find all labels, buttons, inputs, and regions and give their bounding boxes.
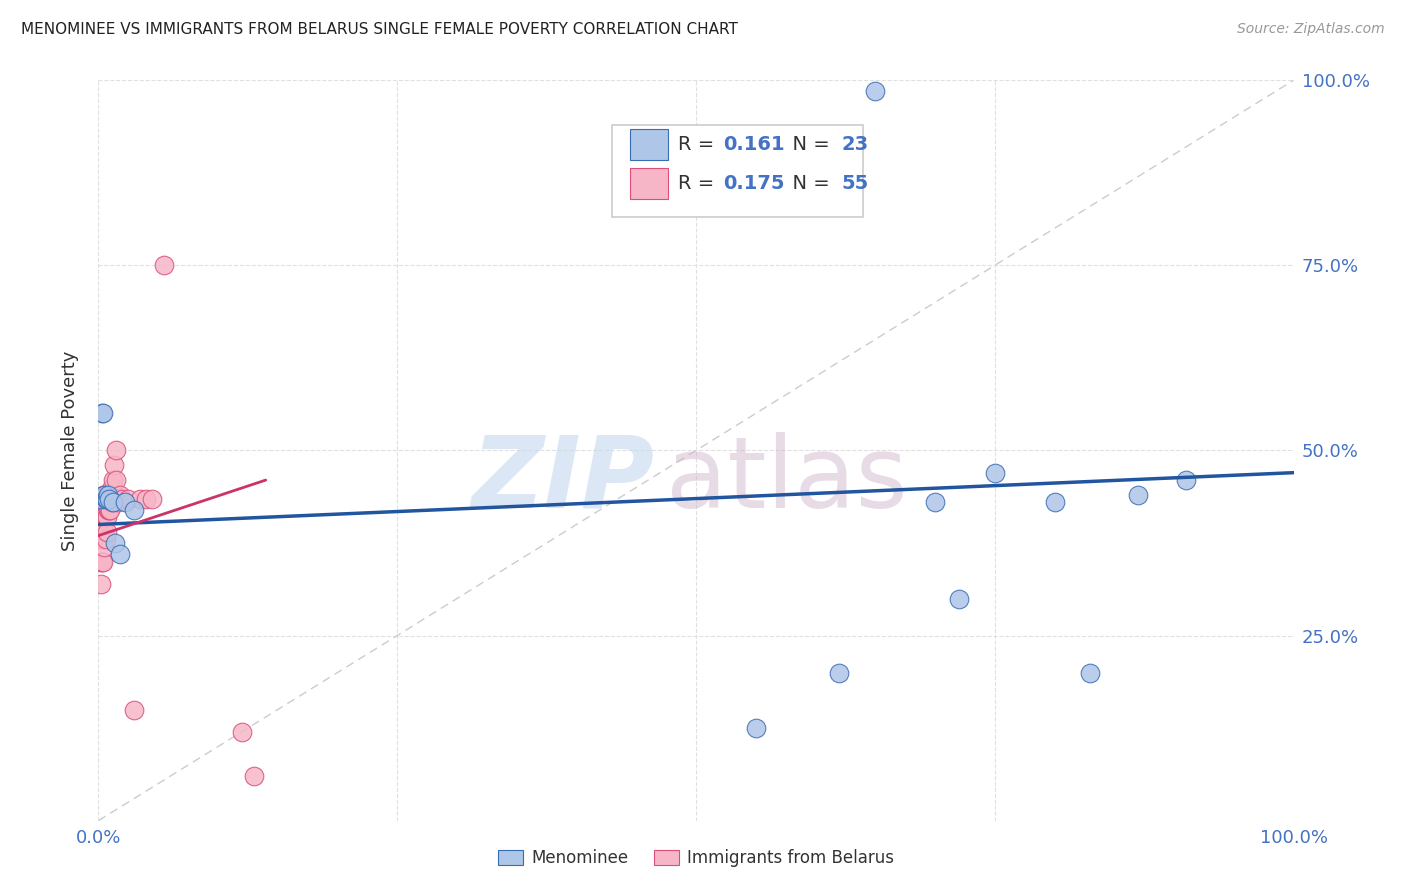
Point bbox=[124, 703, 146, 717]
Point bbox=[91, 555, 114, 569]
Point bbox=[100, 495, 122, 509]
Text: Source: ZipAtlas.com: Source: ZipAtlas.com bbox=[1237, 22, 1385, 37]
Point bbox=[96, 510, 118, 524]
Point bbox=[91, 502, 114, 516]
Point bbox=[91, 407, 114, 421]
Point bbox=[98, 502, 121, 516]
Text: MENOMINEE VS IMMIGRANTS FROM BELARUS SINGLE FEMALE POVERTY CORRELATION CHART: MENOMINEE VS IMMIGRANTS FROM BELARUS SIN… bbox=[21, 22, 738, 37]
FancyBboxPatch shape bbox=[613, 125, 863, 218]
Point bbox=[93, 510, 115, 524]
Point bbox=[90, 517, 112, 532]
Point bbox=[828, 665, 851, 680]
Point bbox=[97, 488, 120, 502]
Text: 23: 23 bbox=[842, 136, 869, 154]
Point bbox=[90, 576, 112, 591]
Point bbox=[93, 495, 115, 509]
Point bbox=[98, 491, 121, 506]
Point bbox=[98, 502, 122, 516]
Point bbox=[108, 547, 131, 561]
Text: R =: R = bbox=[678, 136, 720, 154]
Point bbox=[91, 407, 114, 421]
Point bbox=[924, 495, 946, 509]
Point bbox=[231, 724, 253, 739]
Point bbox=[98, 488, 121, 502]
Point bbox=[89, 517, 111, 532]
Legend: Menominee, Immigrants from Belarus: Menominee, Immigrants from Belarus bbox=[489, 840, 903, 875]
Point bbox=[91, 555, 114, 569]
Point bbox=[96, 488, 118, 502]
Point bbox=[153, 259, 176, 273]
Point bbox=[984, 466, 1007, 480]
Point bbox=[90, 533, 112, 547]
Point bbox=[129, 491, 152, 506]
Point bbox=[948, 591, 970, 606]
Point bbox=[89, 502, 111, 516]
Point bbox=[1080, 665, 1102, 680]
Point bbox=[97, 502, 120, 516]
Point bbox=[91, 517, 114, 532]
Text: N =: N = bbox=[780, 175, 835, 194]
Point bbox=[100, 480, 122, 494]
Point bbox=[94, 510, 117, 524]
Point bbox=[93, 488, 115, 502]
Point bbox=[89, 491, 111, 506]
Y-axis label: Single Female Poverty: Single Female Poverty bbox=[60, 351, 79, 550]
Point bbox=[91, 533, 114, 547]
Point bbox=[94, 491, 117, 506]
Point bbox=[745, 721, 768, 735]
Point bbox=[1043, 495, 1066, 509]
Point bbox=[141, 491, 163, 506]
Point bbox=[96, 524, 118, 539]
Point bbox=[105, 473, 128, 487]
Text: ZIP: ZIP bbox=[471, 432, 654, 529]
Point bbox=[101, 495, 124, 509]
FancyBboxPatch shape bbox=[630, 169, 668, 200]
Point bbox=[93, 524, 115, 539]
Point bbox=[91, 495, 114, 509]
Text: N =: N = bbox=[780, 136, 835, 154]
Point bbox=[135, 491, 157, 506]
Point bbox=[104, 536, 127, 550]
Point bbox=[117, 491, 139, 506]
Point bbox=[101, 473, 124, 487]
Point bbox=[1128, 488, 1150, 502]
Point bbox=[114, 495, 136, 509]
Point bbox=[94, 488, 117, 502]
Text: 55: 55 bbox=[842, 175, 869, 194]
Point bbox=[90, 502, 112, 516]
Point bbox=[91, 495, 114, 509]
Point bbox=[111, 491, 134, 506]
Text: 0.175: 0.175 bbox=[724, 175, 785, 194]
Point bbox=[1175, 473, 1198, 487]
Text: R =: R = bbox=[678, 175, 720, 194]
Point bbox=[103, 458, 125, 473]
Point bbox=[96, 491, 118, 506]
Point bbox=[107, 495, 129, 509]
Point bbox=[97, 488, 120, 502]
Point bbox=[94, 495, 117, 509]
Point bbox=[865, 84, 887, 98]
Text: 0.161: 0.161 bbox=[724, 136, 785, 154]
Point bbox=[98, 488, 122, 502]
Point bbox=[124, 502, 146, 516]
Point bbox=[91, 533, 114, 547]
Point bbox=[243, 769, 266, 783]
Point bbox=[105, 443, 128, 458]
Point bbox=[94, 533, 117, 547]
Point bbox=[91, 517, 114, 532]
Point bbox=[90, 491, 112, 506]
Point bbox=[93, 488, 115, 502]
FancyBboxPatch shape bbox=[630, 129, 668, 161]
Text: atlas: atlas bbox=[666, 432, 908, 529]
Point bbox=[91, 488, 114, 502]
Point bbox=[96, 495, 118, 509]
Point bbox=[90, 555, 112, 569]
Point bbox=[93, 540, 115, 554]
Point bbox=[91, 502, 114, 516]
Point bbox=[108, 488, 131, 502]
